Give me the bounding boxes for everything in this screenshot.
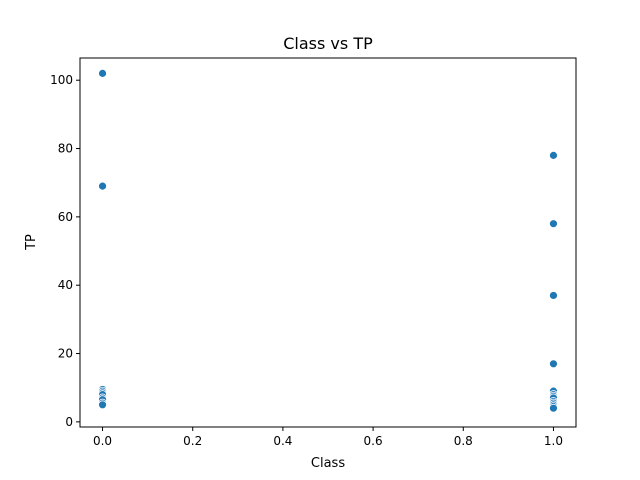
data-point	[549, 219, 558, 229]
y-axis-label: TP	[24, 234, 39, 251]
x-axis-ticks: 0.0 0.2 0.4 0.6 0.8 1.0	[93, 427, 563, 448]
data-point	[98, 181, 107, 191]
y-tick-label: 100	[50, 73, 73, 87]
data-point	[98, 68, 107, 78]
y-axis-ticks: 0 20 40 60 80 100	[50, 73, 80, 429]
y-tick-label: 80	[58, 142, 73, 156]
y-tick-label: 20	[58, 347, 73, 361]
x-tick-label: 0.2	[183, 434, 202, 448]
x-tick-label: 1.0	[544, 434, 563, 448]
chart-title: Class vs TP	[283, 34, 373, 53]
x-tick-label: 0.6	[364, 434, 383, 448]
data-point	[549, 359, 558, 369]
x-axis-label: Class	[311, 456, 345, 471]
data-point	[549, 150, 558, 160]
data-point	[98, 400, 107, 410]
data-point	[549, 403, 558, 413]
data-points	[98, 68, 558, 413]
plot-frame	[79, 57, 577, 428]
y-tick-label: 0	[65, 415, 73, 429]
x-tick-label: 0.0	[93, 434, 112, 448]
data-point	[549, 291, 558, 300]
x-tick-label: 0.4	[273, 434, 292, 448]
y-tick-label: 60	[58, 210, 73, 224]
x-tick-label: 0.8	[454, 434, 473, 448]
y-tick-label: 40	[58, 278, 73, 292]
